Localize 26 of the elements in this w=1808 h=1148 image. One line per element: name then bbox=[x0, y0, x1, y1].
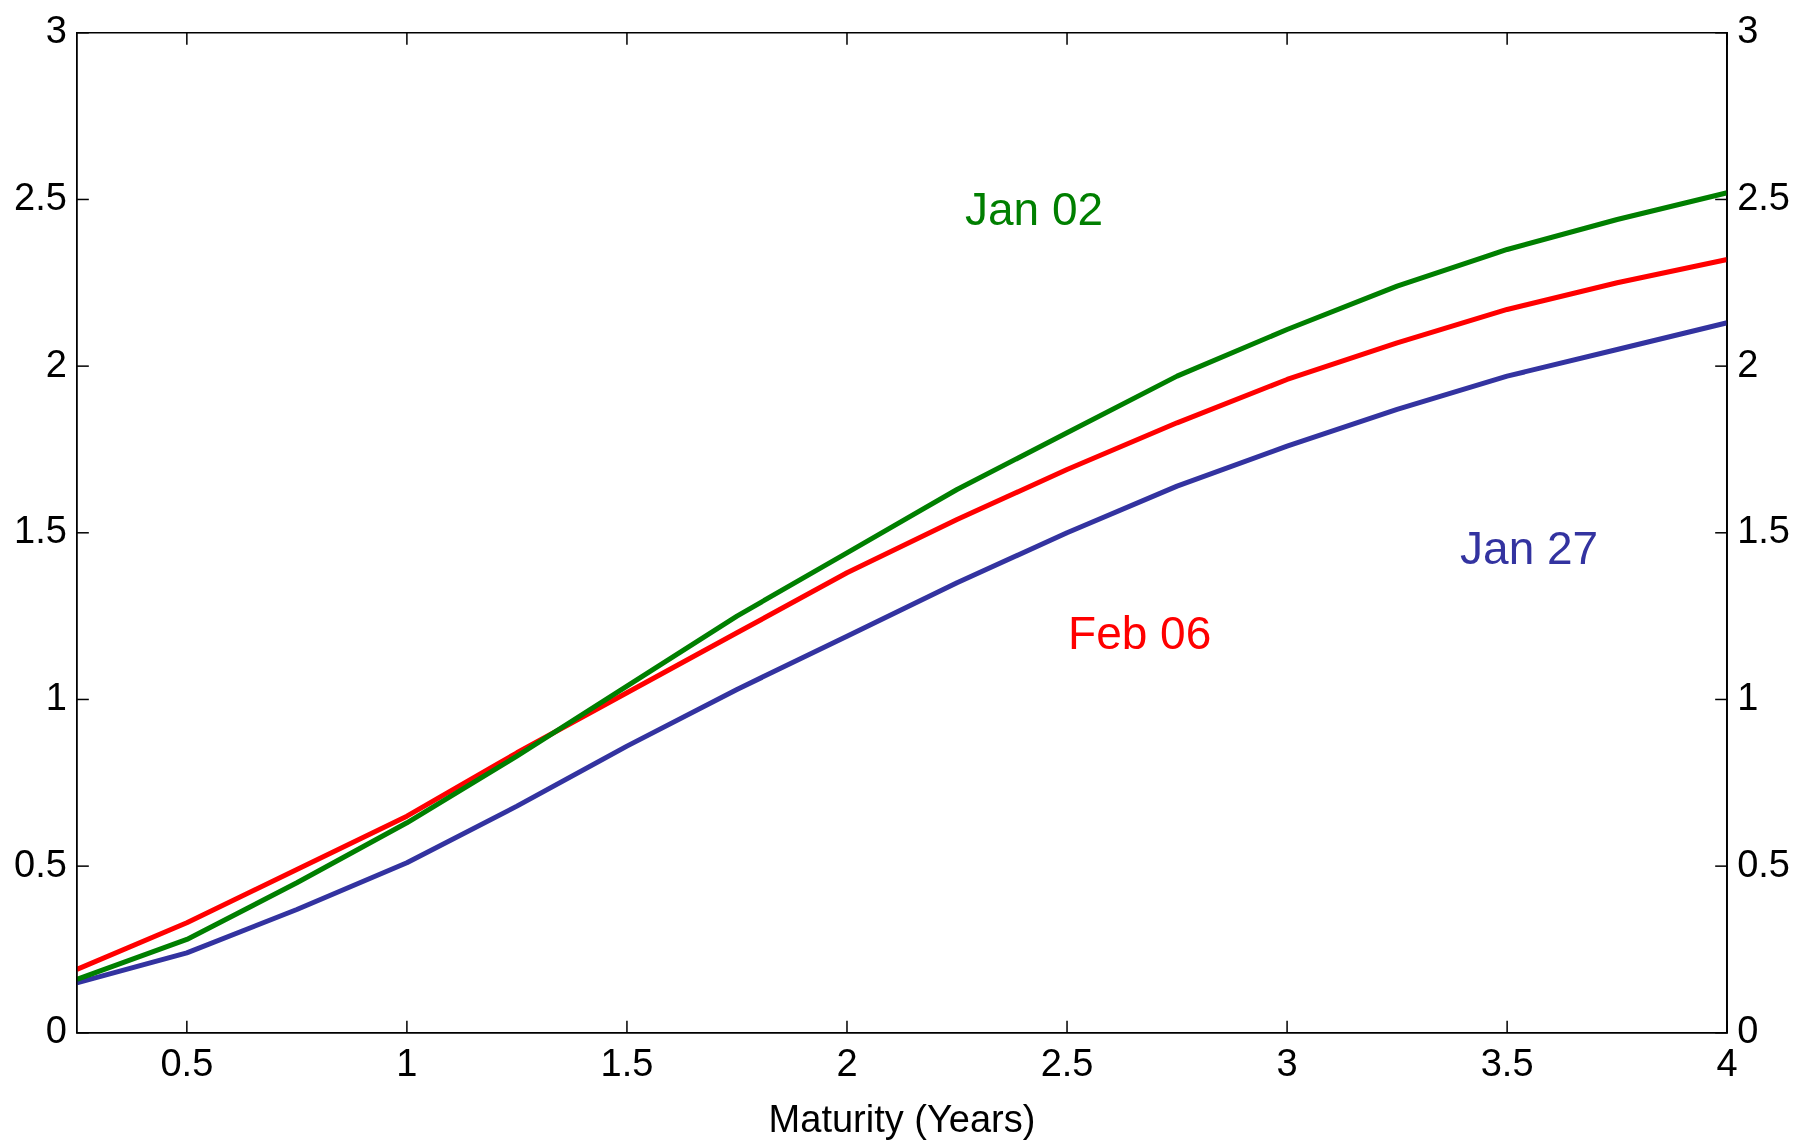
y2-tick-label: 2 bbox=[1737, 342, 1759, 385]
x-tick-label: 3 bbox=[1276, 1042, 1298, 1085]
x-tick-label: 4 bbox=[1716, 1042, 1738, 1085]
text: Feb 06 bbox=[1068, 607, 1212, 660]
y2-tick-label: 0 bbox=[1737, 1009, 1759, 1052]
x-tick-label: 0.5 bbox=[160, 1042, 214, 1085]
y-tick-label: 3 bbox=[45, 9, 67, 52]
x-tick-label: 2 bbox=[836, 1042, 858, 1085]
y2-tick-label: 1.5 bbox=[1737, 509, 1790, 552]
y-tick-label: 0 bbox=[45, 1009, 67, 1052]
y2-tick-label: 3 bbox=[1737, 9, 1759, 52]
text: Jan 27 bbox=[1460, 522, 1599, 575]
y-tick-label: 1.5 bbox=[14, 509, 67, 552]
y-tick-label: 2.5 bbox=[14, 175, 67, 218]
x-tick-label: 2.5 bbox=[1040, 1042, 1094, 1085]
y2-tick-label: 1 bbox=[1737, 675, 1759, 718]
y-tick-label: 0.5 bbox=[14, 842, 67, 885]
y2-tick-label: 0.5 bbox=[1737, 842, 1790, 885]
x-axis-title: Maturity (Years) bbox=[768, 1097, 1036, 1140]
y2-tick-label: 2.5 bbox=[1737, 175, 1790, 218]
x-tick-label: 1.5 bbox=[600, 1042, 654, 1085]
x-tick-label: 1 bbox=[396, 1042, 418, 1085]
y-tick-label: 1 bbox=[45, 675, 67, 718]
text: Jan 02 bbox=[964, 183, 1104, 236]
y-tick-label: 2 bbox=[45, 342, 67, 385]
x-tick-label: 3.5 bbox=[1480, 1042, 1534, 1085]
